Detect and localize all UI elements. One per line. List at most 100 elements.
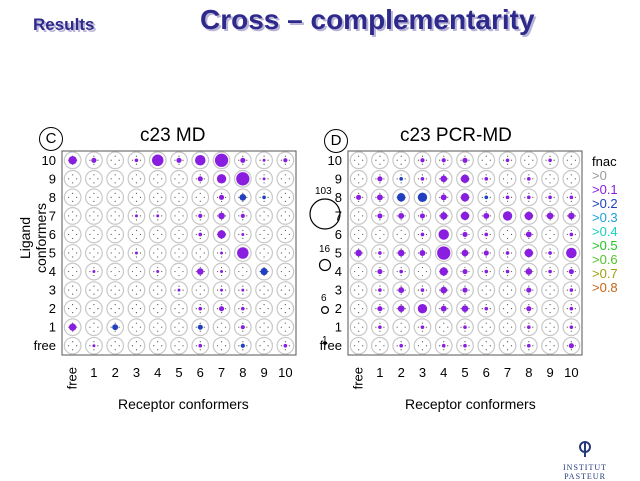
grid-dot bbox=[110, 159, 112, 161]
grid-dot bbox=[379, 211, 381, 213]
grid-circle bbox=[212, 169, 231, 188]
grid-dot bbox=[443, 163, 445, 165]
grid-circle bbox=[541, 169, 559, 188]
grid-dot bbox=[284, 182, 286, 184]
grid-dot bbox=[502, 178, 505, 180]
grid-dot bbox=[400, 322, 402, 324]
grid-dot bbox=[354, 289, 356, 291]
grid-dot bbox=[400, 229, 402, 232]
grid-dot bbox=[400, 174, 402, 176]
grid-circle bbox=[233, 281, 252, 299]
grid-circle bbox=[85, 244, 103, 262]
x-tick-label: 2 bbox=[112, 365, 119, 380]
grid-dot bbox=[421, 274, 424, 277]
data-point bbox=[505, 269, 510, 274]
grid-dot bbox=[443, 304, 445, 306]
size-label-103: 103 bbox=[315, 186, 332, 197]
grid-dot bbox=[400, 155, 402, 157]
grid-dot bbox=[362, 215, 364, 217]
grid-dot bbox=[203, 252, 205, 254]
grid-dot bbox=[506, 349, 509, 351]
grid-dot bbox=[362, 308, 364, 310]
grid-dot bbox=[72, 237, 74, 240]
grid-dot bbox=[443, 285, 445, 287]
grid-dot bbox=[528, 237, 530, 240]
data-point bbox=[420, 232, 425, 237]
grid-dot bbox=[553, 345, 555, 347]
grid-dot bbox=[358, 304, 360, 306]
grid-dot bbox=[404, 289, 406, 291]
grid-dot bbox=[72, 266, 74, 269]
grid-dot bbox=[439, 326, 441, 328]
grid-dot bbox=[439, 178, 441, 180]
grid-dot bbox=[238, 289, 240, 291]
grid-dot bbox=[174, 159, 176, 161]
grid-circle bbox=[477, 318, 496, 337]
grid-dot bbox=[545, 345, 547, 347]
grid-dot bbox=[404, 345, 406, 347]
grid-circle bbox=[191, 318, 210, 337]
grid-dot bbox=[97, 270, 99, 273]
grid-dot bbox=[379, 248, 381, 250]
grid-dot bbox=[68, 178, 70, 180]
grid-dot bbox=[195, 178, 197, 180]
grid-dot bbox=[528, 174, 530, 176]
grid-dot bbox=[288, 308, 290, 310]
grid-dot bbox=[242, 192, 244, 194]
grid-dot bbox=[288, 252, 290, 254]
grid-circle bbox=[127, 244, 146, 262]
grid-dot bbox=[443, 322, 445, 324]
grid-dot bbox=[135, 274, 138, 277]
grid-dot bbox=[421, 293, 424, 295]
grid-dot bbox=[506, 229, 509, 232]
grid-dot bbox=[421, 330, 424, 332]
data-point bbox=[241, 232, 245, 236]
data-point bbox=[440, 194, 447, 201]
data-point bbox=[462, 157, 468, 163]
grid-circle bbox=[519, 188, 538, 207]
grid-dot bbox=[570, 349, 572, 351]
grid-circle bbox=[498, 225, 517, 244]
grid-dot bbox=[354, 252, 356, 254]
grid-circle bbox=[63, 318, 82, 337]
grid-dot bbox=[216, 215, 219, 217]
grid-circle bbox=[498, 262, 517, 281]
grid-dot bbox=[199, 211, 201, 213]
grid-dot bbox=[76, 270, 78, 273]
grid-dot bbox=[566, 289, 568, 291]
grid-dot bbox=[220, 304, 223, 306]
section-heading: Results bbox=[33, 15, 95, 34]
grid-dot bbox=[242, 312, 244, 314]
grid-dot bbox=[464, 274, 466, 277]
grid-dot bbox=[485, 256, 487, 258]
grid-circle bbox=[191, 299, 210, 318]
size-label-16: 16 bbox=[319, 244, 331, 255]
grid-dot bbox=[485, 285, 487, 287]
grid-dot bbox=[135, 163, 138, 165]
grid-dot bbox=[447, 345, 449, 347]
grid-dot bbox=[93, 237, 95, 240]
grid-dot bbox=[528, 293, 530, 295]
data-point bbox=[548, 195, 552, 200]
grid-dot bbox=[545, 289, 547, 291]
grid-dot bbox=[174, 233, 176, 236]
grid-dot bbox=[358, 182, 360, 184]
grid-dot bbox=[439, 215, 441, 217]
grid-dot bbox=[280, 270, 282, 273]
grid-circle bbox=[106, 262, 125, 281]
grid-dot bbox=[242, 219, 244, 221]
grid-dot bbox=[528, 266, 530, 269]
grid-circle bbox=[413, 318, 432, 337]
grid-dot bbox=[89, 252, 91, 254]
grid-circle bbox=[541, 207, 559, 225]
grid-circle bbox=[212, 207, 231, 225]
grid-dot bbox=[89, 270, 91, 273]
grid-dot bbox=[97, 159, 99, 161]
grid-circle bbox=[191, 151, 210, 170]
institut-pasteur-logo: INSTITUT PASTEUR bbox=[550, 440, 620, 481]
grid-dot bbox=[76, 233, 78, 236]
grid-dot bbox=[510, 308, 513, 310]
data-point bbox=[462, 231, 468, 238]
grid-dot bbox=[135, 285, 138, 287]
grid-dot bbox=[532, 233, 534, 236]
